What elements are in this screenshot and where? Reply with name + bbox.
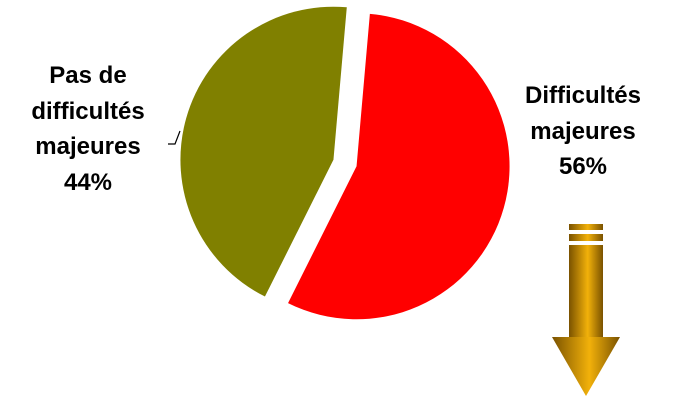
pie-slice-1 <box>180 6 347 297</box>
slice-label-difficultes-majeures: Difficultés majeures 56% <box>505 78 661 185</box>
slice-label-line: difficultés <box>31 97 145 125</box>
slice-value-label: 44% <box>63 168 113 196</box>
down-arrow-icon <box>552 224 620 396</box>
slice-label-line: majeures <box>35 133 141 161</box>
pie-slice-0 <box>288 13 510 320</box>
slice-label-line: majeures <box>530 117 636 145</box>
slice-label-line: Pas de <box>49 62 127 89</box>
pie-slices <box>180 6 510 320</box>
slice-label-pas-de-difficultes: Pas de difficultés majeures 44% <box>10 58 166 200</box>
slice-label-line: Difficultés <box>524 82 641 109</box>
slice-value-label: 56% <box>558 153 608 181</box>
label-leader-line <box>168 130 181 145</box>
